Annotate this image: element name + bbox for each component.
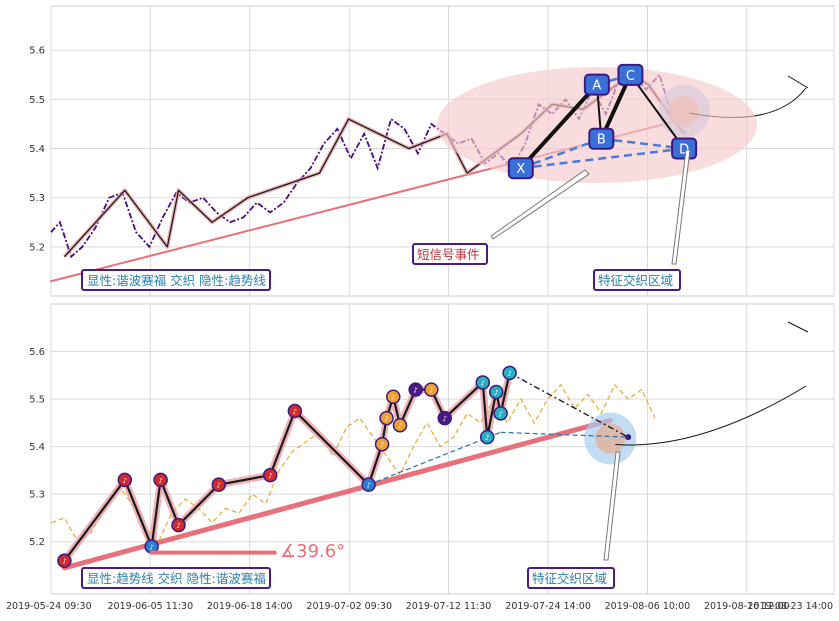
bottom-angle-label: ∡39.6° <box>280 541 345 562</box>
bottom-dashed-support <box>500 431 629 438</box>
bottom-wave-node-glyph: ♪ <box>443 415 447 423</box>
bottom-legend-box <box>81 567 271 589</box>
bottom-wave-node-glyph: ♪ <box>217 482 221 490</box>
bottom-wave-node-glyph: ♪ <box>429 387 433 395</box>
top-pattern-node-label: A <box>592 79 601 94</box>
bottom-projection-tick <box>787 321 809 333</box>
top-ratio-line <box>601 137 685 150</box>
bottom-x-tick-label: 2019-06-18 14:00 <box>207 601 293 612</box>
bottom-wave-node <box>392 417 408 433</box>
bottom-wave-node <box>262 467 278 483</box>
top-y-tick-label: 5.3 <box>29 193 45 204</box>
bottom-plot-area <box>50 303 835 595</box>
bottom-wave-node <box>117 472 133 488</box>
bottom-y-tick-label: 5.3 <box>29 490 45 501</box>
bottom-x-tick-label: 2019-07-02 09:30 <box>306 601 392 612</box>
top-pattern-node-a <box>583 73 610 96</box>
bottom-projection-arc <box>615 385 807 446</box>
bottom-wave-node-glyph: ♪ <box>398 422 402 430</box>
top-annotation-arrow-1 <box>490 169 590 240</box>
top-annotation-box-1 <box>412 243 488 265</box>
bottom-y-tick-label: 5.4 <box>29 442 45 453</box>
bottom-wave-node <box>211 477 227 492</box>
bottom-wave-node <box>488 384 504 400</box>
top-pattern-node-c <box>617 63 644 86</box>
bottom-wave-node <box>57 553 72 568</box>
bottom-wave-node <box>153 472 168 488</box>
bottom-wave-node-glyph: ♪ <box>485 434 489 442</box>
bottom-wave-node-glyph: ♪ <box>123 477 127 485</box>
top-ratio-line <box>520 137 602 170</box>
bottom-wave-node-glyph: ♪ <box>498 410 502 418</box>
bottom-y-tick-label: 5.5 <box>29 395 45 406</box>
bottom-wave-node-glyph: ♪ <box>293 408 297 416</box>
bottom-wave-node <box>479 429 495 445</box>
top-annotation-box-2 <box>593 269 681 291</box>
top-y-tick-label: 5.2 <box>29 242 45 253</box>
top-leg-xa <box>519 83 599 170</box>
bottom-annotation-text: 特征交织区域 <box>532 571 607 586</box>
top-annotation-text-1: 短信号事件 <box>417 247 480 262</box>
top-pattern-node-d <box>671 137 698 160</box>
bottom-wave-node-glyph: ♪ <box>149 543 153 551</box>
top-pattern-node-b <box>588 127 615 150</box>
bottom-projection-dashdot <box>509 372 629 438</box>
top-annotation-arrow-2 <box>671 149 691 265</box>
bottom-x-tick-label: 2019-07-12 11:30 <box>406 601 492 612</box>
bottom-x-tick-label: 2019-08-16 12:00 <box>704 601 790 612</box>
bottom-annotation-box <box>527 567 615 589</box>
bottom-wave-node-glyph: ♪ <box>494 389 498 397</box>
bottom-x-tick-label: 2019-07-24 14:00 <box>505 601 591 612</box>
bottom-wave-node-glyph: ♪ <box>507 370 511 378</box>
top-legend-box <box>81 269 271 291</box>
top-leg-cd <box>629 74 685 150</box>
label-layer: 5.2 5.3 5.4 5.5 5.6 显性:谐波赛福 交织 隐性:趋势线 5.2 5.3 5.… <box>6 46 833 612</box>
bottom-x-tick-label: 2019-08-23 14:00 <box>747 601 833 612</box>
top-y-tick-label: 5.4 <box>29 144 45 155</box>
bottom-wave-node <box>493 406 508 421</box>
bottom-wave-node-glyph: ♪ <box>366 482 370 490</box>
bottom-wave-node <box>502 365 517 381</box>
bottom-legend-text: 显性:趋势线 交织 隐性:谐波赛福 <box>87 571 266 586</box>
bottom-x-tick-label: 2019-06-05 11:30 <box>108 601 194 612</box>
bottom-x-tick-label: 2019-08-06 10:00 <box>605 601 691 612</box>
bottom-wave-node <box>379 410 394 426</box>
top-annotation-text-2: 特征交织区域 <box>598 273 673 288</box>
bottom-wave-node <box>475 375 491 390</box>
top-y-tick-label: 5.5 <box>29 95 45 106</box>
bottom-wave-node-glyph: ♪ <box>158 477 162 485</box>
bottom-wave-node-glyph: ♪ <box>413 387 417 395</box>
top-projection-tick <box>787 75 809 89</box>
bottom-wave-node-glyph: ♪ <box>380 441 384 449</box>
bottom-wave-node-glyph: ♪ <box>62 558 66 566</box>
top-pattern-node-x <box>507 157 534 180</box>
bottom-wave-node <box>437 410 452 426</box>
bottom-x-tick-label: 2019-05-24 09:30 <box>6 601 92 612</box>
bottom-wave-node <box>171 517 186 533</box>
bottom-wave-node <box>408 382 423 397</box>
top-pattern-node-label: B <box>597 133 606 148</box>
bottom-wave-node-glyph: ♪ <box>481 379 485 387</box>
bottom-wave-node-glyph: ♪ <box>391 394 395 402</box>
bottom-annotation-arrow <box>603 451 621 561</box>
bottom-wave-node <box>361 477 376 492</box>
bottom-wave-node <box>424 382 439 397</box>
bottom-wave-node-glyph: ♪ <box>176 522 180 530</box>
top-legend-text: 显性:谐波赛福 交织 隐性:趋势线 <box>87 273 266 288</box>
bottom-y-tick-label: 5.6 <box>29 347 45 358</box>
bottom-projection-end-dot <box>625 434 632 441</box>
bottom-wave-node <box>386 389 401 404</box>
bottom-y-tick-label: 5.2 <box>29 537 45 548</box>
top-pattern-node-label: X <box>516 162 525 177</box>
bottom-wave-node <box>287 403 303 419</box>
bottom-wave-node <box>374 436 390 452</box>
top-ratio-line <box>520 147 685 170</box>
top-pattern-node-label: D <box>679 143 689 158</box>
top-y-tick-label: 5.6 <box>29 46 45 57</box>
bottom-wave-node-glyph: ♪ <box>384 415 388 423</box>
top-pattern-node-label: C <box>626 69 635 84</box>
bottom-wave-node-glyph: ♪ <box>268 472 272 480</box>
